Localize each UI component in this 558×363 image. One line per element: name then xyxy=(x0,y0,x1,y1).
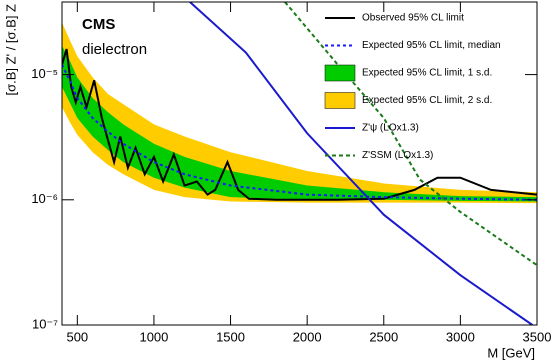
legend-label: Expected 95% CL limit, median xyxy=(362,40,501,51)
legend-label: Z'ψ (LOx1.3) xyxy=(362,123,419,134)
series-line xyxy=(189,2,533,325)
x-tick-label: 2500 xyxy=(369,329,398,344)
y-axis-label: [σ.B] Z' / [σ.B] Z xyxy=(3,4,18,96)
x-tick-label: 3000 xyxy=(446,329,475,344)
y-tick-label: 10⁻⁵ xyxy=(31,66,58,81)
legend-swatch xyxy=(324,64,356,82)
series-line xyxy=(62,64,537,201)
legend-label: Z'SSM (LOx1.3) xyxy=(362,150,433,161)
y-tick-label: 10⁻⁷ xyxy=(32,316,58,331)
legend-label: Observed 95% CL limit xyxy=(362,13,464,24)
y-tick-label: 10⁻⁶ xyxy=(31,191,58,206)
legend-label: Expected 95% CL limit, 1 s.d. xyxy=(362,68,492,79)
series-line xyxy=(62,48,537,201)
x-tick-label: 1000 xyxy=(139,329,168,344)
channel-label: dielectron xyxy=(82,41,147,58)
x-tick-label: 500 xyxy=(66,329,88,344)
x-axis-label: M [GeV] xyxy=(487,345,535,360)
experiment-label: CMS xyxy=(82,16,115,33)
frame xyxy=(61,1,538,326)
legend-swatch xyxy=(324,92,356,109)
plot-area xyxy=(62,2,537,325)
x-tick-label: 2000 xyxy=(293,329,322,344)
x-tick-label: 3500 xyxy=(523,329,552,344)
legend-label: Expected 95% CL limit, 2 s.d. xyxy=(362,95,492,106)
x-tick-label: 1500 xyxy=(216,329,245,344)
band xyxy=(62,45,537,202)
